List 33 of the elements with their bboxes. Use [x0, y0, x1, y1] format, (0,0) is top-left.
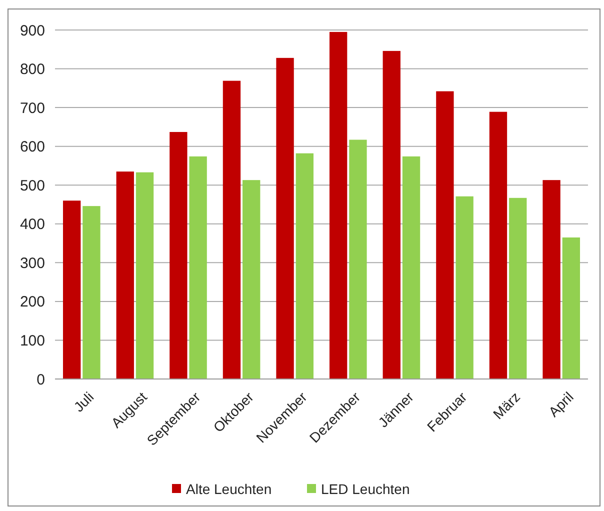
bar	[170, 132, 188, 379]
bar	[296, 153, 314, 379]
y-tick-label: 400	[20, 216, 45, 234]
legend-label: Alte Leuchten	[186, 480, 272, 497]
x-tick-label: Juli	[70, 388, 97, 415]
y-tick-label: 600	[20, 138, 45, 156]
bar	[402, 156, 420, 379]
bar	[542, 180, 560, 379]
bar	[509, 198, 527, 379]
bar	[222, 80, 241, 379]
bar	[349, 140, 367, 379]
y-tick-label: 200	[20, 294, 45, 311]
bar	[382, 50, 400, 379]
bar	[329, 32, 348, 379]
y-tick-label: 100	[20, 332, 45, 350]
bar	[189, 156, 207, 379]
bar	[562, 237, 580, 379]
y-tick-label: 0	[36, 371, 45, 388]
bar	[489, 112, 508, 379]
y-tick-label: 500	[20, 177, 45, 194]
bar	[116, 172, 134, 379]
bar	[62, 200, 81, 379]
bar	[136, 172, 154, 379]
bar	[276, 58, 294, 379]
legend-label: LED Leuchten	[321, 480, 410, 497]
y-tick-label: 300	[20, 254, 45, 272]
bar	[242, 180, 260, 379]
bar	[456, 196, 474, 379]
y-tick-label: 800	[20, 61, 45, 78]
y-tick-label: 900	[20, 22, 45, 40]
y-tick-label: 700	[20, 100, 45, 117]
bar	[82, 206, 100, 379]
bar	[436, 91, 454, 379]
